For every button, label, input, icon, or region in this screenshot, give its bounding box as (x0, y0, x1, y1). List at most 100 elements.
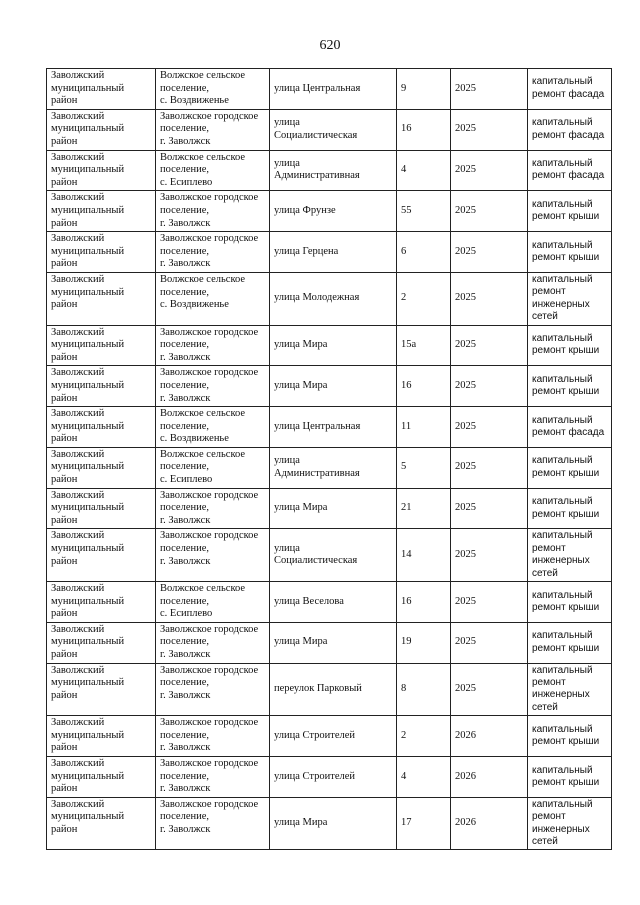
year-cell: 2025 (450, 108, 528, 151)
year-cell: 2025 (450, 271, 528, 326)
street-cell: улица Герцена (269, 231, 397, 273)
work-type-cell: капитальный ремонт инженерных сетей (527, 271, 612, 326)
house-number-cell: 19 (396, 621, 451, 664)
work-type-cell: капитальный ремонт крыши (527, 365, 612, 408)
street-cell: улица Административная (269, 149, 397, 192)
year-cell: 2025 (450, 446, 528, 489)
work-type-cell: капитальный ремонт крыши (527, 756, 612, 798)
settlement-cell: Волжское сельское поселение, с. Есиплево (155, 149, 270, 192)
table-row: Заволжский муниципальный район Заволжское… (46, 487, 612, 530)
table-row: Заволжский муниципальный район Волжское с… (46, 271, 612, 326)
table-row: Заволжский муниципальный район Заволжское… (46, 528, 612, 583)
district-cell: Заволжский муниципальный район (46, 324, 156, 367)
settlement-cell: Волжское сельское поселение, с. Воздвиже… (155, 406, 270, 448)
house-number-cell: 16 (396, 365, 451, 408)
district-cell: Заволжский муниципальный район (46, 271, 156, 326)
work-type-cell: капитальный ремонт крыши (527, 446, 612, 489)
district-cell: Заволжский муниципальный район (46, 68, 156, 110)
street-cell: улица Строителей (269, 715, 397, 758)
settlement-cell: Заволжское городское поселение, г. Завол… (155, 662, 270, 717)
work-type-cell: капитальный ремонт фасада (527, 406, 612, 448)
settlement-cell: Заволжское городское поселение, г. Завол… (155, 190, 270, 233)
work-type-cell: капитальный ремонт инженерных сетей (527, 662, 612, 717)
street-cell: улица Центральная (269, 68, 397, 110)
work-type-cell: капитальный ремонт крыши (527, 324, 612, 367)
house-number-cell: 9 (396, 68, 451, 110)
street-cell: улица Веселова (269, 581, 397, 623)
settlement-cell: Заволжское городское поселение, г. Завол… (155, 796, 270, 851)
year-cell: 2026 (450, 715, 528, 758)
street-cell: улица Строителей (269, 756, 397, 798)
year-cell: 2025 (450, 324, 528, 367)
year-cell: 2026 (450, 756, 528, 798)
house-number-cell: 6 (396, 231, 451, 273)
table-row: Заволжский муниципальный район Заволжское… (46, 756, 612, 798)
year-cell: 2025 (450, 68, 528, 110)
house-number-cell: 16 (396, 108, 451, 151)
house-number-cell: 16 (396, 581, 451, 623)
table-row: Заволжский муниципальный район Волжское с… (46, 68, 612, 110)
district-cell: Заволжский муниципальный район (46, 796, 156, 851)
table-row: Заволжский муниципальный район Заволжское… (46, 662, 612, 717)
street-cell: улица Фрунзе (269, 190, 397, 233)
work-type-cell: капитальный ремонт фасада (527, 68, 612, 110)
house-number-cell: 21 (396, 487, 451, 530)
year-cell: 2025 (450, 231, 528, 273)
table-row: Заволжский муниципальный район Волжское с… (46, 406, 612, 448)
year-cell: 2025 (450, 662, 528, 717)
work-type-cell: капитальный ремонт крыши (527, 231, 612, 273)
district-cell: Заволжский муниципальный район (46, 621, 156, 664)
district-cell: Заволжский муниципальный район (46, 149, 156, 192)
work-type-cell: капитальный ремонт крыши (527, 715, 612, 758)
settlement-cell: Заволжское городское поселение, г. Завол… (155, 528, 270, 583)
street-cell: улица Молодежная (269, 271, 397, 326)
page-number: 620 (319, 38, 341, 53)
district-cell: Заволжский муниципальный район (46, 756, 156, 798)
street-cell: улица Мира (269, 621, 397, 664)
house-number-cell: 5 (396, 446, 451, 489)
district-cell: Заволжский муниципальный район (46, 528, 156, 583)
district-cell: Заволжский муниципальный район (46, 662, 156, 717)
work-type-cell: капитальный ремонт крыши (527, 621, 612, 664)
repair-schedule-table: Заволжский муниципальный район Волжское с… (46, 68, 612, 851)
house-number-cell: 2 (396, 715, 451, 758)
house-number-cell: 8 (396, 662, 451, 717)
street-cell: улица Мира (269, 365, 397, 408)
district-cell: Заволжский муниципальный район (46, 231, 156, 273)
street-cell: улица Центральная (269, 406, 397, 448)
house-number-cell: 4 (396, 149, 451, 192)
house-number-cell: 2 (396, 271, 451, 326)
settlement-cell: Заволжское городское поселение, г. Завол… (155, 231, 270, 273)
district-cell: Заволжский муниципальный район (46, 487, 156, 530)
settlement-cell: Заволжское городское поселение, г. Завол… (155, 108, 270, 151)
settlement-cell: Волжское сельское поселение, с. Есиплево (155, 446, 270, 489)
settlement-cell: Заволжское городское поселение, г. Завол… (155, 756, 270, 798)
district-cell: Заволжский муниципальный район (46, 406, 156, 448)
year-cell: 2026 (450, 796, 528, 851)
district-cell: Заволжский муниципальный район (46, 581, 156, 623)
street-cell: улица Социалистическая (269, 108, 397, 151)
district-cell: Заволжский муниципальный район (46, 190, 156, 233)
settlement-cell: Заволжское городское поселение, г. Завол… (155, 715, 270, 758)
table-row: Заволжский муниципальный район Заволжское… (46, 324, 612, 367)
settlement-cell: Заволжское городское поселение, г. Завол… (155, 621, 270, 664)
house-number-cell: 14 (396, 528, 451, 583)
house-number-cell: 55 (396, 190, 451, 233)
street-cell: улица Мира (269, 487, 397, 530)
settlement-cell: Волжское сельское поселение, с. Воздвиже… (155, 271, 270, 326)
table-row: Заволжский муниципальный район Заволжское… (46, 190, 612, 233)
table-row: Заволжский муниципальный район Заволжское… (46, 108, 612, 151)
work-type-cell: капитальный ремонт фасада (527, 149, 612, 192)
table-row: Заволжский муниципальный район Заволжское… (46, 365, 612, 408)
district-cell: Заволжский муниципальный район (46, 365, 156, 408)
settlement-cell: Волжское сельское поселение, с. Есиплево (155, 581, 270, 623)
year-cell: 2025 (450, 487, 528, 530)
work-type-cell: капитальный ремонт крыши (527, 487, 612, 530)
street-cell: улица Административная (269, 446, 397, 489)
house-number-cell: 4 (396, 756, 451, 798)
street-cell: улица Мира (269, 796, 397, 851)
year-cell: 2025 (450, 621, 528, 664)
table-row: Заволжский муниципальный район Волжское с… (46, 446, 612, 489)
table-row: Заволжский муниципальный район Заволжское… (46, 796, 612, 851)
street-cell: улица Социалистическая (269, 528, 397, 583)
